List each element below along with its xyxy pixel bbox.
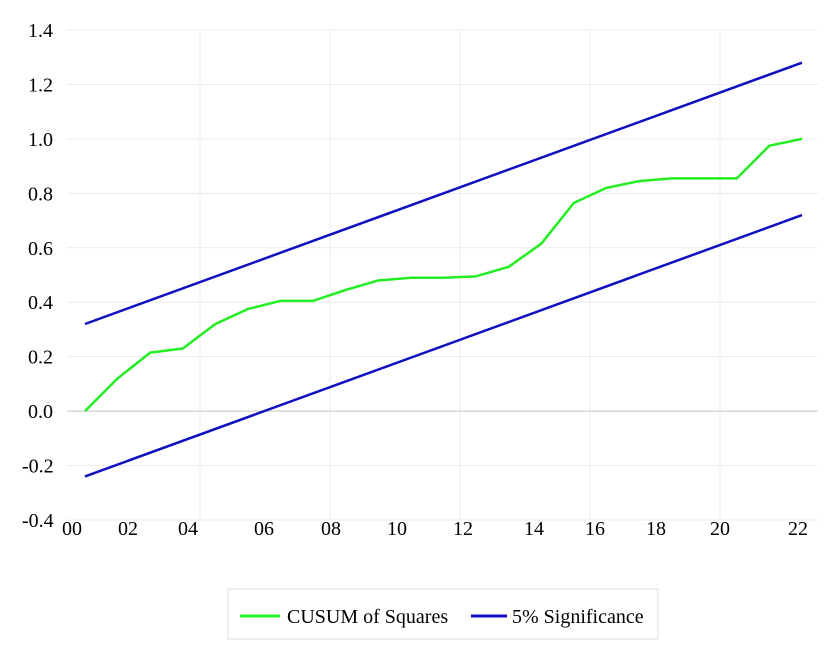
legend-label-cusum: CUSUM of Squares [287,606,448,628]
x-tick-label: 04 [178,518,198,540]
y-axis: 1.4 1.2 1.0 0.8 0.6 0.4 0.2 0.0 -0.2 -0.4 [22,20,54,532]
x-tick-label: 22 [788,518,808,540]
legend-box [227,588,659,640]
y-tick-label: 1.0 [28,129,53,151]
y-tick-label: 1.2 [28,74,53,96]
x-tick-label: 02 [118,518,138,540]
series-line-lower-bound [84,213,803,478]
x-tick-label: 00 [62,518,82,540]
x-tick-label: 12 [453,518,473,540]
x-tick-label: 18 [646,518,666,540]
x-tick-label: 08 [321,518,341,540]
legend-label-significance: 5% Significance [512,606,644,628]
series-line-upper-bound [84,61,803,326]
y-tick-label: 0.8 [28,183,53,205]
x-tick-label: 20 [710,518,730,540]
series [84,61,803,478]
y-tick-label: 0.4 [28,292,53,314]
x-tick-label: 14 [524,518,544,540]
legend: CUSUM of Squares 5% Significance [227,588,659,640]
x-tick-label: 16 [585,518,605,540]
grid [67,29,818,521]
x-tick-label: 06 [254,518,274,540]
y-tick-label: 0.2 [28,347,53,369]
y-tick-label: 0.0 [28,401,53,423]
y-tick-label: -0.2 [22,456,54,478]
x-axis: 00 02 04 06 08 10 12 14 16 18 20 22 [62,518,808,540]
y-tick-label: 0.6 [28,238,53,260]
y-tick-label: -0.4 [22,510,54,532]
y-tick-label: 1.4 [28,20,53,42]
series-line-cusum [84,137,803,412]
x-tick-label: 10 [387,518,407,540]
